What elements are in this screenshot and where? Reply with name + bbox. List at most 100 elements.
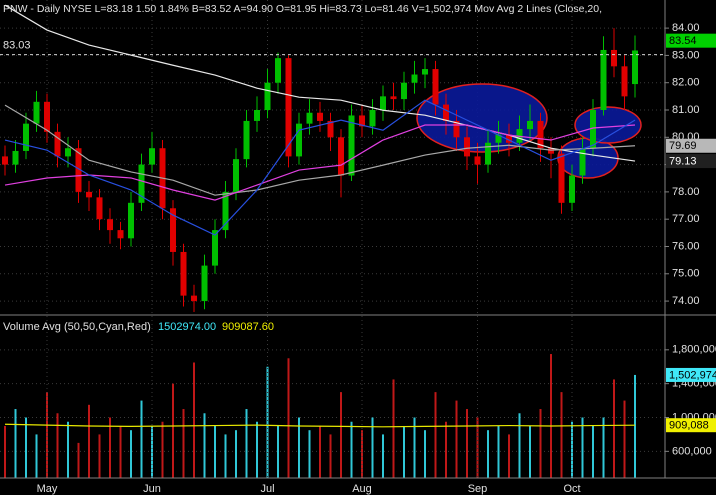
candle-body (380, 96, 386, 111)
y-tick-label: 84.00 (672, 22, 700, 34)
candle-body (222, 191, 229, 231)
x-tick-label: Oct (563, 483, 580, 495)
candle-body (96, 197, 103, 220)
price-marker-label: 79.13 (669, 155, 697, 167)
volume-bar (497, 425, 500, 478)
moving-average-line (4, 104, 636, 196)
candle-body (327, 120, 334, 138)
candle-body (422, 69, 428, 75)
moving-average-line (4, 4, 636, 162)
candle-body (33, 101, 40, 124)
candle-body (128, 202, 134, 239)
volume-bar (413, 417, 416, 478)
x-tick-label: Jun (143, 483, 161, 495)
price-marker (666, 138, 716, 153)
candle-body (317, 112, 323, 121)
volume-bar (151, 425, 153, 478)
volume-bar (25, 417, 27, 478)
volume-bar (119, 425, 122, 478)
volume-bar (67, 421, 69, 478)
volume-bar (130, 430, 132, 478)
candle-body (254, 110, 260, 121)
candle-body (191, 295, 197, 302)
volume-bar (214, 425, 216, 478)
volume-title: Volume Avg (50,50,Cyan,Red) (3, 321, 151, 333)
volume-bar (77, 442, 80, 478)
price-marker-label: 1,502,974 (669, 369, 716, 381)
x-tick-label: Aug (352, 483, 372, 495)
y-tick-label: 74.00 (672, 295, 700, 307)
volume-bar (571, 421, 573, 478)
moving-average-line (4, 99, 636, 236)
candle-body (170, 208, 176, 252)
price-marker-label: 909,088 (669, 420, 709, 432)
candle-body (243, 120, 250, 160)
candle-body (54, 131, 61, 157)
candle-body (411, 74, 418, 83)
volume-bar (172, 383, 174, 478)
volume-bar (529, 425, 531, 478)
volume-bar (361, 430, 363, 478)
candle-body (569, 175, 575, 203)
volume-bar (235, 430, 237, 478)
volume-bar (445, 421, 447, 478)
volume-bar (109, 417, 111, 478)
candle-body (233, 159, 239, 192)
price-marker-label: 79.69 (669, 140, 697, 152)
y-tick-label: 76.00 (672, 240, 700, 252)
candle-body (443, 104, 449, 121)
volume-average-value: 909087.60 (222, 321, 274, 333)
volume-bar (193, 362, 195, 478)
background-layer: 74.0075.0076.0077.0078.0079.0080.0081.00… (0, 0, 716, 478)
candle-body (611, 49, 617, 67)
volume-bar (560, 392, 563, 478)
volume-bar (455, 400, 458, 478)
volume-bar (56, 413, 59, 478)
candle-body (338, 137, 344, 176)
chart-title: PNW - Daily NYSE L=83.18 1.50 1.84% B=83… (3, 3, 602, 15)
volume-value: 1502974.00 (158, 321, 216, 333)
y-tick-label: 78.00 (672, 186, 700, 198)
volume-bar (434, 392, 437, 478)
price-marker (666, 154, 716, 169)
price-marker (666, 33, 716, 48)
candle-body (464, 137, 470, 157)
candle-body (359, 115, 365, 127)
x-tick-label: Jul (260, 483, 274, 495)
volume-bar (382, 434, 384, 478)
y-tick-label: 82.00 (672, 77, 700, 89)
volume-bar (256, 421, 258, 478)
candle-body (44, 101, 50, 132)
candle-body (12, 150, 19, 165)
candle-body (453, 120, 460, 138)
candle-body (138, 164, 145, 203)
candle-body (180, 251, 187, 296)
volume-bar (623, 400, 626, 478)
candle-body (75, 148, 82, 192)
volume-bar (550, 354, 552, 478)
foreground-layer: 83.03 83.54 79.69 79.13 May Jun Jul Aug Sep Oct 1,… (0, 4, 716, 495)
candle-body (2, 156, 8, 165)
volume-bar (476, 417, 479, 478)
candle-body (474, 156, 481, 165)
candle-body (65, 148, 71, 157)
volume-bar (224, 434, 227, 478)
volume-bar (287, 358, 290, 478)
candle-body (432, 69, 439, 105)
candle-body (590, 110, 596, 149)
candle-body (285, 58, 292, 157)
volume-bar (466, 409, 468, 478)
candle-body (275, 58, 281, 83)
volume-bar (602, 417, 605, 478)
candle-body (527, 120, 533, 130)
y-tick-label: 600,000 (672, 445, 712, 457)
volume-bar (4, 425, 6, 478)
price-marker-label: 83.54 (669, 35, 697, 47)
y-tick-label: 75.00 (672, 268, 700, 280)
candle-body (537, 120, 544, 149)
volume-bar (613, 379, 615, 478)
volume-bar (508, 434, 510, 478)
volume-bar (319, 425, 321, 478)
candle-body (369, 110, 376, 127)
